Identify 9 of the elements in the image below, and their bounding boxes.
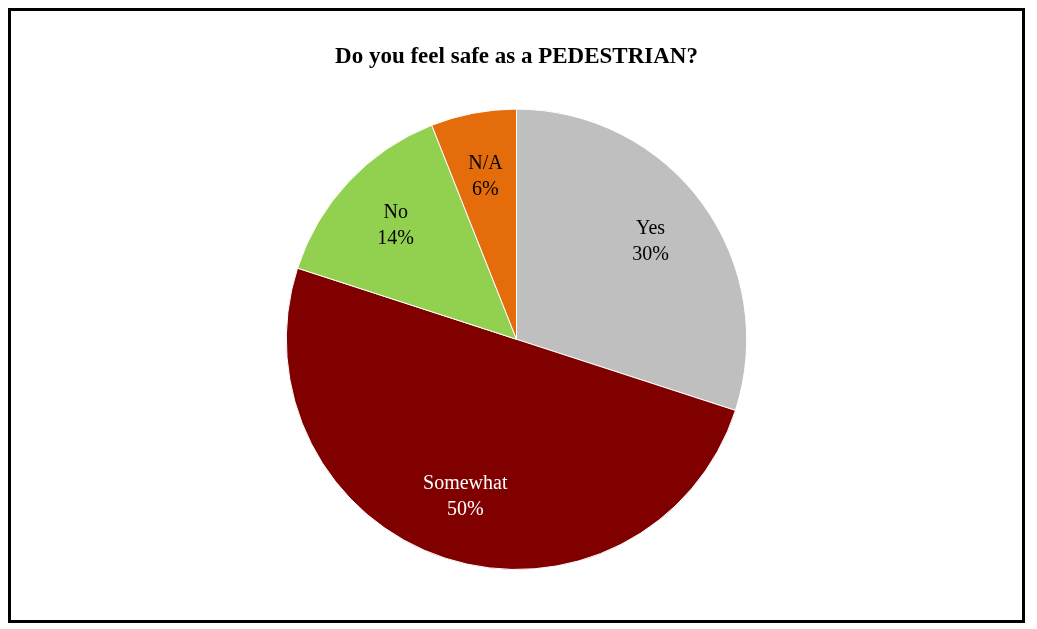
chart-title: Do you feel safe as a PEDESTRIAN? — [335, 42, 698, 68]
data-label: 6% — [472, 176, 499, 199]
slice-label: Somewhat — [423, 471, 508, 494]
slice-label: No — [383, 200, 408, 223]
slice-label: Yes — [636, 216, 666, 239]
slice-label: N/A — [468, 150, 504, 173]
data-label: 30% — [632, 242, 669, 265]
data-label: 50% — [446, 497, 484, 520]
data-label: 14% — [377, 226, 415, 249]
